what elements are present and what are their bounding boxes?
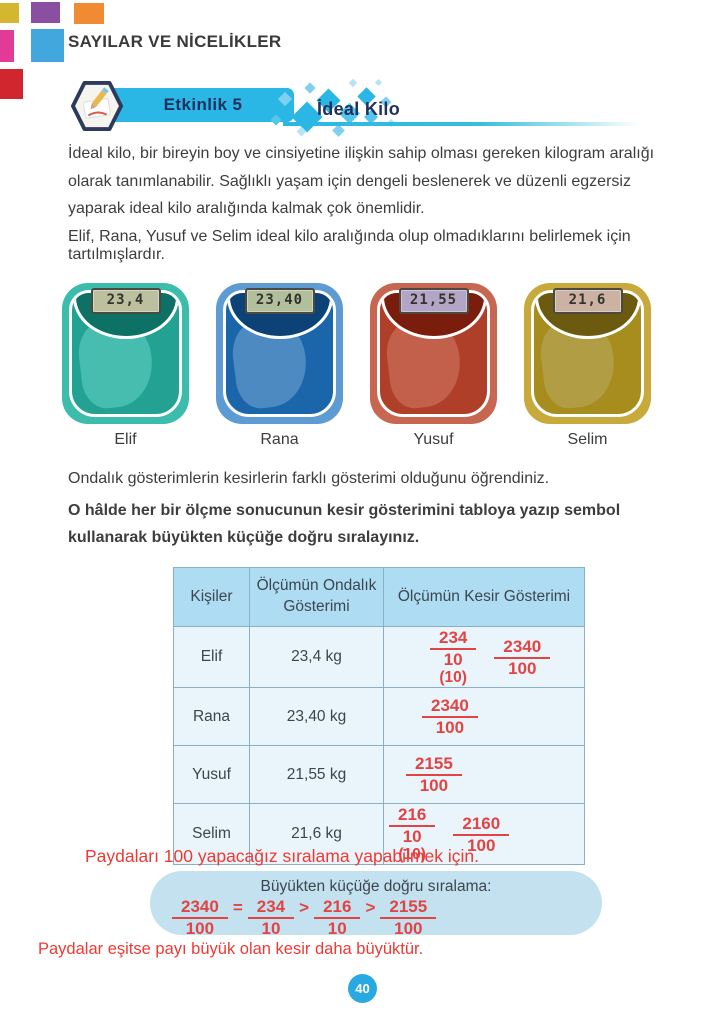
ordering-box: Büyükten küçüğe doğru sıralama: 2340 100 =…: [150, 871, 602, 938]
table-header-cell: Ölçümün Ondalık Gösterimi: [249, 567, 384, 627]
corner-square: [0, 30, 14, 62]
scale-card: 21,6 Selim: [524, 283, 651, 449]
activity-title: İdeal Kilo: [317, 99, 401, 119]
fraction-denominator: 100: [419, 776, 449, 795]
fraction: 216 10: [314, 897, 361, 938]
fraction: 234 10 (10): [430, 628, 477, 686]
pencil-paper-icon: [70, 80, 124, 132]
measurement-table: Kişiler Ölçümün Ondalık Gösterimi Ölçümün …: [173, 567, 585, 865]
bathroom-scale-illustration: 23,4: [62, 283, 189, 424]
fraction-numerator: 2155: [406, 754, 462, 776]
scale-display: 21,55: [398, 288, 469, 314]
person-name-cell: Yusuf: [173, 745, 250, 804]
decimal-cell: 21,6 kg: [249, 803, 384, 865]
scale-display: 23,4: [90, 288, 161, 314]
fraction-cell: 2340 100: [383, 687, 585, 746]
fraction: 234 10: [247, 897, 295, 938]
scale-card: 23,4 Elif: [62, 283, 189, 449]
person-name-cell: Rana: [173, 687, 250, 746]
scale-display: 23,40: [244, 288, 315, 314]
weighing-sentence: Elif, Rana, Yusuf ve Selim ideal kilo ar…: [68, 228, 631, 263]
page-number-badge: 40: [348, 974, 377, 1003]
bathroom-scale-illustration: 21,55: [370, 283, 497, 424]
fraction-numerator: 234: [430, 628, 477, 650]
fraction-denominator: 10: [443, 650, 463, 669]
comparison-operator: >: [365, 898, 376, 917]
corner-square: [0, 69, 23, 99]
corner-square: [0, 3, 19, 23]
unit-title: SAYILAR VE NİCELİKLER: [68, 32, 282, 51]
corner-square: [74, 3, 104, 24]
comparison-rule-note: Paydalar eşitse payı büyük olan kesir da…: [38, 940, 424, 958]
decimal-cell: 23,4 kg: [249, 626, 384, 688]
fraction-denominator: 100: [394, 919, 423, 938]
table-row: Selim 21,6 kg 216 10 (10) 2160 100: [173, 803, 585, 865]
banner-underline: [283, 122, 640, 126]
decimal-cell: 21,55 kg: [249, 745, 384, 804]
fraction-numerator: 2155: [380, 897, 437, 919]
expansion-note: (10): [439, 669, 467, 686]
activity-banner-bar: [102, 88, 294, 122]
fraction: 2340 100: [494, 637, 551, 678]
scale-person-name: Rana: [260, 431, 299, 448]
scale-person-name: Selim: [567, 431, 608, 448]
denominators-note: Paydaları 100 yapacağız sıralama yapabil…: [85, 846, 479, 866]
bathroom-scale-illustration: 21,6: [524, 283, 651, 424]
fraction: 2155 100: [406, 754, 462, 795]
table-row: Yusuf 21,55 kg 2155 100: [173, 745, 585, 804]
corner-square: [31, 29, 64, 62]
person-name-cell: Selim: [173, 803, 250, 865]
scale-card: 23,40 Rana: [216, 283, 343, 449]
fraction-cell: 216 10 (10) 2160 100: [383, 803, 585, 865]
intro-paragraph: İdeal kilo, bir bireyin boy ve cinsiyeti…: [68, 145, 655, 218]
fraction: 2155 100: [380, 897, 437, 938]
fraction-denominator: 100: [467, 835, 496, 855]
learning-note: Ondalık gösterimlerin kesirlerin farklı …: [68, 470, 550, 487]
fraction-denominator: 10: [402, 827, 422, 846]
table-row: Elif 23,4 kg 234 10 (10) 2340 100: [173, 626, 585, 688]
comparison-operator: =: [232, 898, 243, 917]
table-header-cell: Kişiler: [173, 567, 250, 627]
scale-display: 21,6: [552, 288, 623, 314]
fraction-cell: 234 10 (10) 2340 100: [383, 626, 585, 688]
corner-square: [31, 2, 60, 23]
fraction-denominator: 100: [508, 658, 537, 678]
activity-badge-label: Etkinlik 5: [163, 95, 243, 114]
table-row: Rana 23,40 kg 2340 100: [173, 687, 585, 746]
fraction: 216 10 (10): [389, 805, 436, 863]
fraction-numerator: 234: [247, 897, 295, 919]
comparison-operator: >: [299, 898, 310, 917]
scales-row: 23,4 Elif 23,40 Rana 21,55: [62, 283, 651, 449]
fraction-denominator: 10: [261, 919, 281, 938]
fraction: 2160 100: [453, 814, 510, 855]
scale-person-name: Yusuf: [413, 431, 454, 448]
expansion-note: (10): [398, 846, 426, 863]
scale-person-name: Elif: [114, 431, 137, 448]
fraction-cell: 2155 100: [383, 745, 585, 804]
fraction-numerator: 2340: [422, 696, 478, 718]
fraction-denominator: 10: [327, 919, 347, 938]
fraction-numerator: 2340: [172, 897, 228, 919]
ordering-expression: 2340 100 = 234 10 >216 10 >2155 100: [150, 897, 602, 938]
person-name-cell: Elif: [173, 626, 250, 688]
fraction-numerator: 216: [389, 805, 436, 827]
scale-card: 21,55 Yusuf: [370, 283, 497, 449]
table-header-row: Kişiler Ölçümün Ondalık Gösterimi Ölçümün …: [173, 567, 585, 627]
table-header-cell: Ölçümün Kesir Gösterimi: [383, 567, 585, 627]
fraction-numerator: 2340: [494, 637, 551, 659]
fraction: 2340 100: [172, 897, 228, 938]
bathroom-scale-illustration: 23,40: [216, 283, 343, 424]
ordering-box-title: Büyükten küçüğe doğru sıralama:: [260, 878, 492, 895]
fraction: 2340 100: [422, 696, 478, 737]
fraction-numerator: 216: [314, 897, 361, 919]
fraction-denominator: 100: [185, 919, 215, 938]
decimal-cell: 23,40 kg: [249, 687, 384, 746]
ordering-prompt: O hâlde her bir ölçme sonucunun kesir gö…: [68, 502, 621, 547]
fraction-numerator: 2160: [453, 814, 510, 836]
fraction-denominator: 100: [435, 718, 465, 737]
